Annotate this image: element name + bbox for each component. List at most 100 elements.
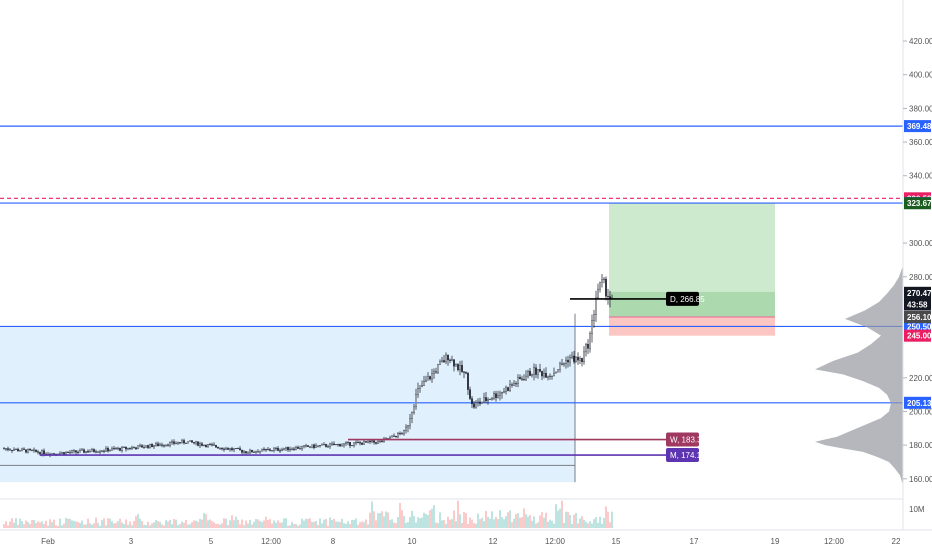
price-candles <box>3 274 613 458</box>
candle-body <box>599 281 601 290</box>
candle-body <box>35 449 37 452</box>
vwap-label-box-monthly <box>666 448 699 463</box>
volume-bar <box>459 514 461 528</box>
candle-body <box>467 372 469 390</box>
volume-bar <box>59 518 61 528</box>
volume-bar <box>425 513 427 528</box>
candle-body <box>461 365 463 372</box>
volume-bar <box>337 521 339 528</box>
volume-bar <box>511 522 513 528</box>
volume-bar <box>205 514 207 528</box>
candle-body <box>481 401 483 404</box>
candle-body <box>315 445 317 448</box>
x-tick-label: 22 <box>892 537 901 546</box>
volume-bar <box>271 523 273 528</box>
volume-bar <box>285 518 287 528</box>
candle-body <box>489 398 491 400</box>
volume-bar <box>571 523 573 528</box>
candle-body <box>87 450 89 453</box>
candle-body <box>103 450 105 452</box>
candle-body <box>291 448 293 450</box>
y-tick-label: 380.00 <box>909 104 932 113</box>
candle-body <box>417 388 419 395</box>
volume-bar <box>575 512 577 528</box>
candle-body <box>459 365 461 371</box>
candle-body <box>245 451 247 454</box>
volume-bar <box>65 517 67 528</box>
candle-body <box>433 371 435 374</box>
volume-bar <box>125 519 127 528</box>
volume-bar <box>251 524 253 528</box>
volume-bar <box>315 520 317 528</box>
volume-bar <box>447 516 449 528</box>
candle-body <box>585 343 587 353</box>
volume-bar <box>395 523 397 528</box>
candle-body <box>189 440 191 442</box>
candle-body <box>343 443 345 446</box>
candle-body <box>395 436 397 438</box>
candle-body <box>293 448 295 450</box>
volume-bar <box>9 521 11 528</box>
candle-body <box>543 372 545 377</box>
price-tag-label: 270.47 <box>907 289 932 298</box>
volume-bar <box>313 521 315 528</box>
candle-body <box>93 449 95 452</box>
volume-bar <box>219 524 221 528</box>
volume-bar <box>275 522 277 528</box>
volume-bar <box>137 514 139 528</box>
candle-body <box>167 444 169 446</box>
candle-body <box>435 371 437 373</box>
candle-body <box>561 363 563 365</box>
candle-body <box>123 446 125 448</box>
volume-bar <box>61 525 63 528</box>
candle-body <box>583 351 585 363</box>
candle-body <box>289 448 291 451</box>
price-tag-label: 245.00 <box>907 332 932 341</box>
candle-body <box>305 445 307 447</box>
volume-bar <box>383 516 385 528</box>
volume-bar <box>239 524 241 528</box>
volume-bar <box>513 518 515 528</box>
candle-body <box>439 361 441 365</box>
volume-bar <box>551 520 553 528</box>
volume-bar <box>203 512 205 528</box>
candle-body <box>63 452 65 455</box>
volume-bar <box>7 525 9 528</box>
candle-body <box>3 448 5 450</box>
volume-bar <box>493 519 495 528</box>
volume-bar <box>565 511 567 528</box>
volume-bar <box>379 513 381 528</box>
candle-body <box>359 442 361 444</box>
volume-bar <box>321 523 323 528</box>
candle-body <box>595 297 597 315</box>
volume-bar <box>91 524 93 528</box>
candle-body <box>575 356 577 362</box>
volume-bar <box>121 522 123 528</box>
candle-body <box>345 442 347 444</box>
candle-body <box>299 448 301 450</box>
candle-body <box>139 445 141 447</box>
volume-bar <box>553 523 555 528</box>
candle-body <box>515 383 517 385</box>
candle-body <box>371 440 373 443</box>
candle-body <box>539 369 541 372</box>
candle-body <box>41 450 43 455</box>
candle-body <box>479 401 481 404</box>
candle-body <box>7 448 9 450</box>
volume-bar <box>451 519 453 528</box>
candle-body <box>365 441 367 443</box>
candle-body <box>261 448 263 452</box>
y-tick-label: 300.00 <box>909 239 932 248</box>
x-tick-label: 12 <box>489 537 498 546</box>
volume-bar <box>557 510 559 528</box>
volume-bar <box>117 521 119 528</box>
candle-body <box>511 384 513 386</box>
candle-body <box>141 445 143 448</box>
candle-body <box>259 450 261 453</box>
candle-body <box>197 441 199 446</box>
candle-body <box>505 387 507 392</box>
volume-bar <box>47 525 49 528</box>
x-tick-label: 12:00 <box>824 537 845 546</box>
